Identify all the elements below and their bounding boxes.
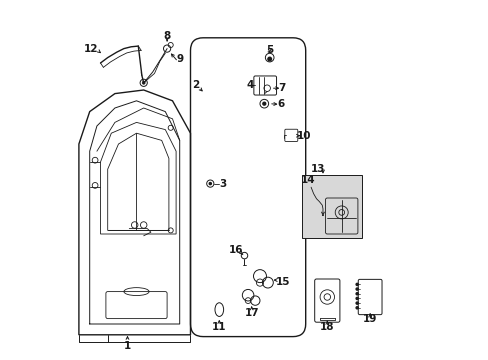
Text: 11: 11 [212, 322, 226, 332]
Circle shape [355, 288, 358, 290]
Text: 16: 16 [228, 245, 243, 255]
Circle shape [355, 293, 358, 295]
Text: 6: 6 [276, 99, 284, 109]
Text: 5: 5 [265, 45, 273, 55]
Text: 7: 7 [278, 83, 285, 93]
Text: 9: 9 [176, 54, 183, 64]
Circle shape [355, 297, 358, 300]
Circle shape [142, 81, 145, 84]
Text: 13: 13 [310, 164, 325, 174]
FancyBboxPatch shape [302, 175, 361, 238]
Text: 8: 8 [163, 31, 170, 41]
Circle shape [355, 307, 358, 309]
Text: 19: 19 [362, 314, 377, 324]
Text: 18: 18 [319, 322, 334, 332]
Circle shape [209, 183, 211, 185]
Text: 17: 17 [244, 308, 259, 318]
Circle shape [355, 302, 358, 304]
Text: 12: 12 [84, 44, 99, 54]
Circle shape [263, 102, 265, 105]
Text: 10: 10 [296, 131, 310, 141]
Text: 3: 3 [219, 179, 226, 189]
Text: 15: 15 [276, 276, 290, 287]
Text: 14: 14 [301, 175, 315, 185]
Text: 4: 4 [246, 80, 253, 90]
Circle shape [267, 57, 271, 61]
Text: 2: 2 [192, 80, 199, 90]
Text: 1: 1 [123, 341, 131, 351]
Circle shape [355, 283, 358, 285]
